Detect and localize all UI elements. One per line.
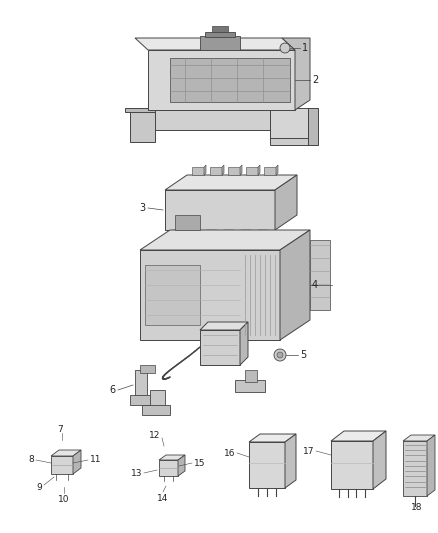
- Polygon shape: [270, 108, 308, 138]
- Text: 18: 18: [411, 503, 423, 512]
- Polygon shape: [200, 322, 248, 330]
- Circle shape: [277, 352, 283, 358]
- Polygon shape: [159, 460, 178, 476]
- Text: 11: 11: [90, 456, 102, 464]
- Polygon shape: [270, 110, 310, 145]
- Polygon shape: [165, 175, 297, 190]
- Text: 10: 10: [58, 495, 70, 504]
- Polygon shape: [373, 431, 386, 489]
- Polygon shape: [173, 230, 183, 238]
- Text: 14: 14: [157, 494, 169, 503]
- Polygon shape: [212, 26, 228, 32]
- Polygon shape: [222, 165, 224, 175]
- Text: 17: 17: [303, 447, 314, 456]
- Polygon shape: [245, 370, 257, 382]
- Polygon shape: [200, 330, 240, 365]
- Polygon shape: [192, 167, 204, 175]
- Polygon shape: [310, 240, 330, 310]
- Polygon shape: [130, 395, 153, 405]
- Polygon shape: [130, 110, 310, 130]
- Polygon shape: [175, 215, 200, 230]
- Polygon shape: [331, 431, 386, 441]
- Polygon shape: [130, 110, 155, 142]
- Text: 13: 13: [131, 469, 142, 478]
- Text: 8: 8: [28, 456, 34, 464]
- Polygon shape: [403, 435, 435, 441]
- Polygon shape: [73, 450, 81, 474]
- Polygon shape: [207, 230, 217, 238]
- Polygon shape: [165, 190, 275, 230]
- Polygon shape: [264, 167, 276, 175]
- Polygon shape: [240, 322, 248, 365]
- Polygon shape: [275, 175, 297, 230]
- Text: 16: 16: [223, 448, 235, 457]
- Polygon shape: [135, 370, 147, 400]
- Polygon shape: [51, 456, 73, 474]
- Polygon shape: [258, 165, 260, 175]
- Polygon shape: [178, 455, 185, 476]
- Polygon shape: [200, 36, 240, 50]
- Polygon shape: [235, 380, 265, 392]
- Circle shape: [274, 349, 286, 361]
- Circle shape: [280, 43, 290, 53]
- Polygon shape: [308, 108, 318, 145]
- Polygon shape: [280, 230, 310, 340]
- Text: 1: 1: [302, 43, 308, 53]
- Polygon shape: [246, 167, 258, 175]
- Polygon shape: [140, 250, 280, 340]
- Text: 3: 3: [139, 203, 145, 213]
- Polygon shape: [276, 165, 278, 175]
- Polygon shape: [282, 38, 310, 110]
- Text: 9: 9: [36, 482, 42, 491]
- Polygon shape: [249, 442, 285, 488]
- Polygon shape: [258, 230, 268, 238]
- Polygon shape: [145, 265, 200, 325]
- Polygon shape: [285, 434, 296, 488]
- Text: 2: 2: [312, 75, 318, 85]
- Polygon shape: [150, 390, 165, 410]
- Polygon shape: [249, 434, 296, 442]
- Text: 4: 4: [312, 280, 318, 290]
- Polygon shape: [240, 165, 242, 175]
- Polygon shape: [205, 32, 235, 37]
- Polygon shape: [427, 435, 435, 496]
- Text: 6: 6: [109, 385, 115, 395]
- Polygon shape: [331, 441, 373, 489]
- Polygon shape: [190, 230, 200, 238]
- Polygon shape: [125, 108, 155, 112]
- Polygon shape: [148, 50, 295, 110]
- Polygon shape: [135, 38, 295, 50]
- Text: 15: 15: [194, 458, 205, 467]
- Polygon shape: [224, 230, 234, 238]
- Polygon shape: [204, 165, 206, 175]
- Polygon shape: [403, 441, 427, 496]
- Polygon shape: [51, 450, 81, 456]
- Polygon shape: [140, 230, 310, 250]
- Text: 7: 7: [57, 425, 63, 434]
- Polygon shape: [170, 58, 290, 102]
- Text: 12: 12: [148, 431, 160, 440]
- Polygon shape: [228, 167, 240, 175]
- Polygon shape: [140, 365, 155, 373]
- Polygon shape: [142, 405, 170, 415]
- Polygon shape: [210, 167, 222, 175]
- Text: 5: 5: [300, 350, 306, 360]
- Polygon shape: [241, 230, 251, 238]
- Polygon shape: [159, 455, 185, 460]
